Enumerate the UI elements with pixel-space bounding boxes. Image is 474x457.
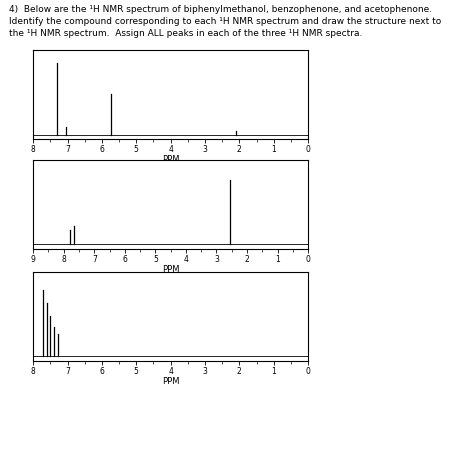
Text: the ¹H NMR spectrum.  Assign ALL peaks in each of the three ¹H NMR spectra.: the ¹H NMR spectrum. Assign ALL peaks in…	[9, 29, 363, 38]
Text: Identify the compound corresponding to each ¹H NMR spectrum and draw the structu: Identify the compound corresponding to e…	[9, 17, 442, 26]
X-axis label: PPM: PPM	[162, 265, 179, 274]
X-axis label: PPM: PPM	[162, 377, 179, 386]
Text: 4)  Below are the ¹H NMR spectrum of biphenylmethanol, benzophenone, and acetoph: 4) Below are the ¹H NMR spectrum of biph…	[9, 5, 433, 14]
X-axis label: PPM: PPM	[162, 155, 179, 165]
